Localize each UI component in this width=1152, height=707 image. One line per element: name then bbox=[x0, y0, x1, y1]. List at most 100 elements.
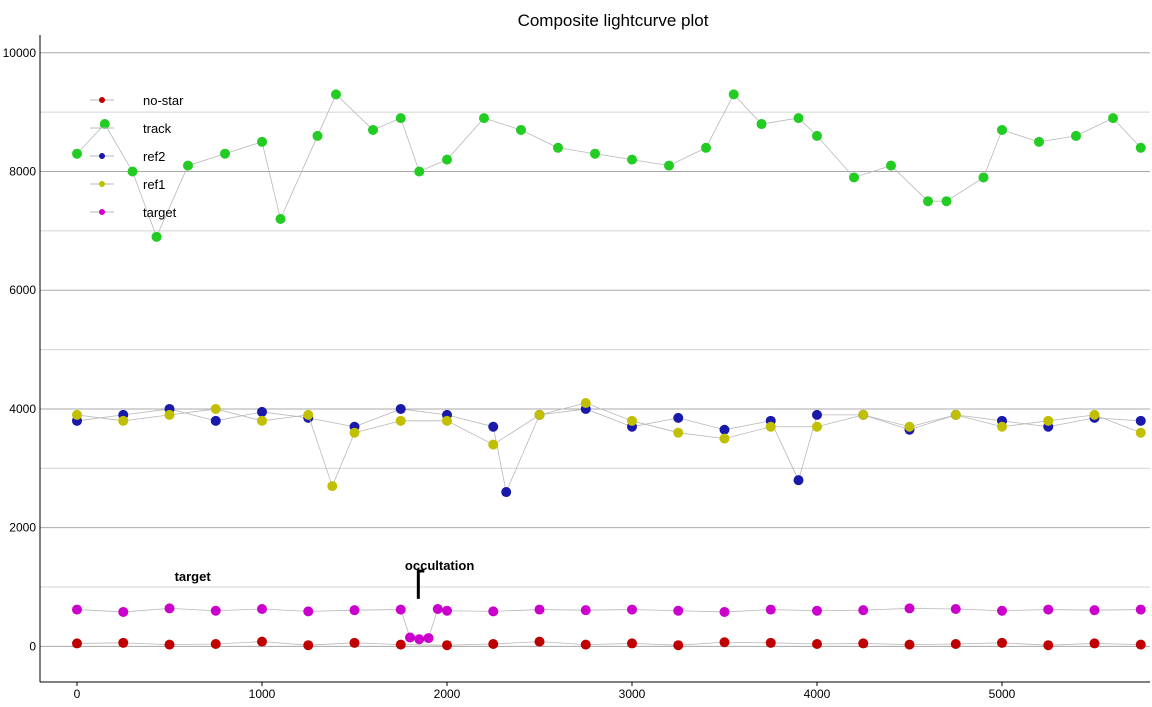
data-point bbox=[72, 148, 82, 159]
data-point bbox=[118, 606, 129, 617]
data-point bbox=[368, 124, 378, 135]
data-point bbox=[627, 154, 637, 165]
data-point bbox=[1089, 638, 1100, 649]
data-point bbox=[978, 172, 989, 183]
legend-item: ref2 bbox=[90, 149, 165, 164]
data-point bbox=[164, 603, 175, 614]
data-point bbox=[303, 640, 314, 651]
data-point bbox=[756, 119, 767, 130]
axis-layer: 0 2000 4000 6000 8000 10000 0 1000 2000 3000 4000 5… bbox=[3, 35, 1150, 701]
data-point bbox=[627, 604, 637, 615]
data-point bbox=[118, 637, 129, 648]
data-point bbox=[99, 119, 110, 130]
data-point bbox=[812, 639, 822, 650]
data-point bbox=[719, 433, 730, 444]
x-tick-label: 5000 bbox=[989, 687, 1016, 701]
data-point bbox=[395, 639, 406, 650]
data-point bbox=[349, 605, 360, 616]
legend-marker bbox=[99, 97, 105, 103]
data-point bbox=[1089, 605, 1100, 616]
data-point bbox=[719, 424, 730, 435]
annotation-label: occultation bbox=[405, 558, 474, 573]
data-point bbox=[1135, 415, 1146, 426]
data-point bbox=[997, 637, 1007, 648]
data-point bbox=[395, 415, 406, 426]
x-tick-label: 3000 bbox=[619, 687, 646, 701]
data-point bbox=[312, 130, 323, 141]
data-point bbox=[183, 160, 193, 171]
data-point bbox=[432, 603, 443, 614]
data-point bbox=[414, 166, 425, 177]
data-point bbox=[257, 406, 267, 417]
data-point bbox=[220, 148, 230, 159]
x-tick-label: 2000 bbox=[434, 687, 461, 701]
data-point bbox=[118, 415, 129, 426]
x-tick-label: 4000 bbox=[804, 687, 831, 701]
data-point bbox=[886, 160, 896, 171]
legend-label: no-star bbox=[143, 93, 184, 108]
data-point bbox=[423, 633, 434, 644]
legend-label: ref2 bbox=[143, 149, 165, 164]
data-point bbox=[858, 638, 869, 649]
series-ref2 bbox=[72, 403, 1146, 498]
data-point bbox=[849, 172, 859, 183]
data-point bbox=[257, 636, 267, 647]
data-point bbox=[923, 196, 933, 207]
data-point bbox=[442, 605, 452, 616]
data-point bbox=[950, 639, 961, 650]
legend-item: no-star bbox=[90, 93, 184, 108]
data-point bbox=[673, 640, 684, 651]
y-tick-label: 6000 bbox=[9, 283, 36, 297]
data-point bbox=[627, 415, 637, 426]
data-point bbox=[442, 640, 452, 651]
data-point bbox=[941, 196, 952, 207]
data-point bbox=[303, 409, 314, 420]
data-point bbox=[331, 89, 341, 100]
data-point bbox=[534, 636, 545, 647]
data-point bbox=[664, 160, 674, 171]
chart-title: Composite lightcurve plot bbox=[518, 11, 709, 30]
data-point bbox=[327, 481, 338, 492]
data-point bbox=[1071, 130, 1081, 141]
track-line bbox=[76, 402, 1141, 488]
data-point bbox=[164, 639, 175, 650]
data-point bbox=[257, 603, 267, 614]
data-point bbox=[488, 606, 499, 617]
data-point bbox=[673, 412, 684, 423]
data-point bbox=[904, 421, 915, 432]
data-point bbox=[1043, 415, 1054, 426]
legend: no-star track ref2 ref1 target bbox=[90, 93, 184, 220]
series-ref1 bbox=[72, 398, 1146, 492]
data-point bbox=[127, 166, 138, 177]
data-point bbox=[1034, 136, 1044, 147]
data-point bbox=[950, 603, 961, 614]
data-point bbox=[395, 604, 406, 615]
data-point bbox=[257, 415, 267, 426]
data-point bbox=[275, 214, 286, 225]
data-point bbox=[72, 409, 82, 420]
data-point bbox=[534, 604, 545, 615]
series-target bbox=[72, 603, 1146, 645]
data-point bbox=[349, 637, 360, 648]
data-point bbox=[405, 632, 415, 643]
data-point bbox=[349, 427, 360, 438]
data-point bbox=[72, 604, 82, 615]
data-point bbox=[812, 130, 822, 141]
data-point bbox=[479, 113, 489, 124]
data-point bbox=[516, 124, 526, 135]
data-point bbox=[1135, 639, 1146, 650]
data-point bbox=[553, 142, 563, 153]
data-point bbox=[1108, 113, 1118, 124]
data-point bbox=[765, 637, 776, 648]
track-line bbox=[76, 607, 1141, 640]
data-point bbox=[257, 136, 267, 147]
data-point bbox=[1135, 142, 1146, 153]
track-line bbox=[76, 641, 1141, 646]
data-point bbox=[673, 605, 684, 616]
data-point bbox=[904, 639, 915, 650]
occultation-marker bbox=[416, 569, 425, 599]
grid-layer bbox=[40, 52, 1150, 647]
legend-marker bbox=[99, 181, 105, 187]
track-line bbox=[76, 93, 1142, 238]
